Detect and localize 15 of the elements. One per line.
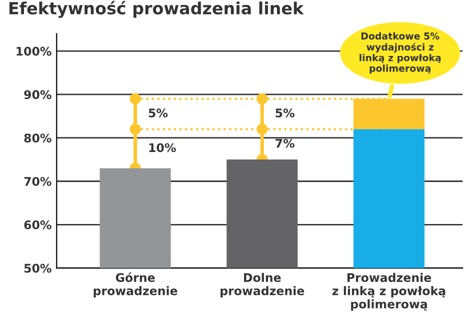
x-tick-label: Prowadzenie z linką z powłoką polimerową	[332, 272, 446, 311]
annotation: 5%	[148, 108, 168, 118]
annotation: 5%	[276, 108, 294, 118]
chart-title: Efektywność prowadzenia linek	[9, 0, 304, 18]
y-tick-label: 70%	[24, 176, 52, 186]
annotation: 7%	[276, 138, 294, 148]
y-tick-label: 100%	[16, 46, 52, 56]
y-tick-label: 60%	[24, 220, 52, 230]
y-tick-label: 80%	[24, 134, 52, 143]
x-tick-label: Dolne prowadzenie	[220, 272, 304, 298]
y-tick-label: 90%	[24, 90, 52, 100]
annotation: Dodatkowe 5% wydajności z linką z powłoką polimerową	[360, 32, 441, 74]
x-tick-label: Górne prowadzenie	[94, 272, 178, 298]
annotation: 10%	[149, 143, 176, 152]
y-tick-label: 50%	[24, 264, 52, 273]
